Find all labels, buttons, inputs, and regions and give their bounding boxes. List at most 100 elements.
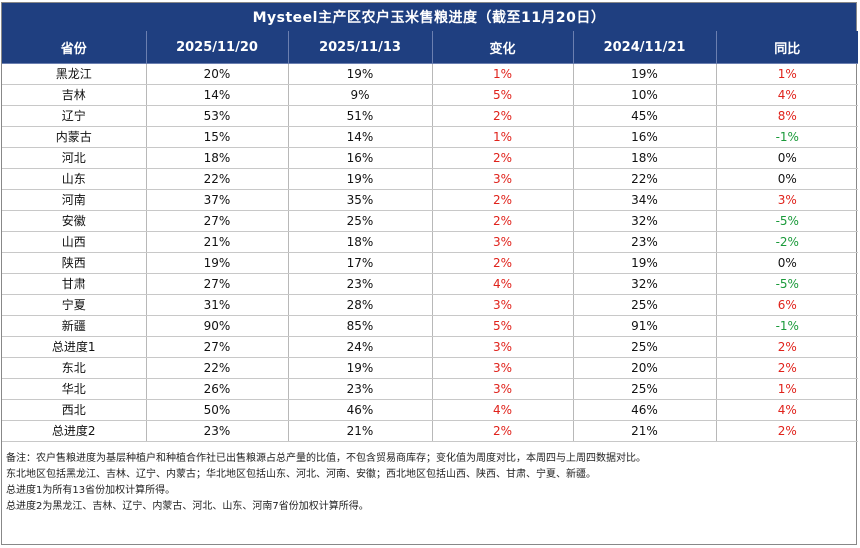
table-row: 吉林 14% 9% 5% 10% 4% <box>2 84 858 106</box>
header-current-week: 2025/11/20 <box>146 31 289 64</box>
cell-current-week: 20% <box>146 63 289 85</box>
cell-change: 2% <box>432 189 574 211</box>
cell-yoy: -5% <box>716 210 858 232</box>
cell-previous-week: 19% <box>288 168 433 190</box>
table-row: 西北 50% 46% 4% 46% 4% <box>2 399 858 421</box>
table-row: 总进度2 23% 21% 2% 21% 2% <box>2 420 858 442</box>
table-row: 河北 18% 16% 2% 18% 0% <box>2 147 858 169</box>
cell-last-year: 32% <box>573 273 717 295</box>
cell-province: 山西 <box>2 231 147 253</box>
cell-last-year: 22% <box>573 168 717 190</box>
cell-previous-week: 17% <box>288 252 433 274</box>
cell-previous-week: 18% <box>288 231 433 253</box>
cell-province: 吉林 <box>2 84 147 106</box>
cell-previous-week: 25% <box>288 210 433 232</box>
table-row: 辽宁 53% 51% 2% 45% 8% <box>2 105 858 127</box>
table-row: 华北 26% 23% 3% 25% 1% <box>2 378 858 400</box>
table-row: 总进度1 27% 24% 3% 25% 2% <box>2 336 858 358</box>
cell-province: 山东 <box>2 168 147 190</box>
footnote-line: 备注：农户售粮进度为基层种植户和种植合作社已出售粮源占总产量的比值，不包含贸易商… <box>6 453 646 464</box>
cell-change: 2% <box>432 420 574 442</box>
cell-last-year: 91% <box>573 315 717 337</box>
header-last-year: 2024/11/21 <box>573 31 717 64</box>
cell-change: 4% <box>432 273 574 295</box>
cell-yoy: 2% <box>716 420 858 442</box>
cell-yoy: 0% <box>716 168 858 190</box>
cell-province: 西北 <box>2 399 147 421</box>
cell-change: 5% <box>432 315 574 337</box>
cell-yoy: -1% <box>716 315 858 337</box>
cell-province: 陕西 <box>2 252 147 274</box>
cell-yoy: 6% <box>716 294 858 316</box>
table-row: 宁夏 31% 28% 3% 25% 6% <box>2 294 858 316</box>
cell-province: 内蒙古 <box>2 126 147 148</box>
cell-yoy: -2% <box>716 231 858 253</box>
table-row: 安徽 27% 25% 2% 32% -5% <box>2 210 858 232</box>
cell-current-week: 22% <box>146 168 289 190</box>
cell-previous-week: 9% <box>288 84 433 106</box>
cell-last-year: 23% <box>573 231 717 253</box>
cell-current-week: 50% <box>146 399 289 421</box>
header-province: 省份 <box>2 31 147 64</box>
footnote-line: 总进度2为黑龙江、吉林、辽宁、内蒙古、河北、山东、河南7省份加权计算所得。 <box>6 501 369 512</box>
cell-current-week: 14% <box>146 84 289 106</box>
cell-last-year: 21% <box>573 420 717 442</box>
cell-yoy: 4% <box>716 84 858 106</box>
cell-previous-week: 28% <box>288 294 433 316</box>
cell-previous-week: 23% <box>288 273 433 295</box>
header-yoy: 同比 <box>716 31 858 64</box>
cell-previous-week: 14% <box>288 126 433 148</box>
table-row: 新疆 90% 85% 5% 91% -1% <box>2 315 858 337</box>
cell-previous-week: 85% <box>288 315 433 337</box>
cell-province: 总进度2 <box>2 420 147 442</box>
cell-previous-week: 46% <box>288 399 433 421</box>
cell-yoy: 1% <box>716 378 858 400</box>
cell-last-year: 19% <box>573 252 717 274</box>
cell-last-year: 34% <box>573 189 717 211</box>
table-body: 黑龙江 20% 19% 1% 19% 1% 吉林 14% 9% 5% 10% 4% 辽宁 53% 51% 2%… <box>2 63 858 442</box>
cell-change: 3% <box>432 231 574 253</box>
cell-change: 3% <box>432 378 574 400</box>
cell-current-week: 18% <box>146 147 289 169</box>
header-previous-week: 2025/11/13 <box>288 31 433 64</box>
cell-province: 黑龙江 <box>2 63 147 85</box>
cell-province: 新疆 <box>2 315 147 337</box>
cell-previous-week: 21% <box>288 420 433 442</box>
cell-last-year: 18% <box>573 147 717 169</box>
cell-yoy: 8% <box>716 105 858 127</box>
cell-province: 宁夏 <box>2 294 147 316</box>
cell-last-year: 25% <box>573 294 717 316</box>
cell-last-year: 10% <box>573 84 717 106</box>
cell-previous-week: 16% <box>288 147 433 169</box>
cell-change: 2% <box>432 147 574 169</box>
header-change: 变化 <box>432 31 574 64</box>
cell-yoy: 3% <box>716 189 858 211</box>
cell-current-week: 27% <box>146 336 289 358</box>
cell-change: 3% <box>432 357 574 379</box>
cell-previous-week: 35% <box>288 189 433 211</box>
cell-previous-week: 51% <box>288 105 433 127</box>
cell-change: 2% <box>432 252 574 274</box>
footnote-line: 总进度1为所有13省份加权计算所得。 <box>6 485 176 496</box>
cell-last-year: 25% <box>573 378 717 400</box>
cell-change: 5% <box>432 84 574 106</box>
cell-yoy: 0% <box>716 252 858 274</box>
sales-progress-table: 省份 2025/11/20 2025/11/13 变化 2024/11/21 同… <box>2 31 858 442</box>
cell-last-year: 32% <box>573 210 717 232</box>
cell-change: 1% <box>432 63 574 85</box>
cell-province: 总进度1 <box>2 336 147 358</box>
cell-previous-week: 23% <box>288 378 433 400</box>
cell-change: 4% <box>432 399 574 421</box>
cell-current-week: 19% <box>146 252 289 274</box>
cell-last-year: 20% <box>573 357 717 379</box>
table-row: 山东 22% 19% 3% 22% 0% <box>2 168 858 190</box>
table-row: 黑龙江 20% 19% 1% 19% 1% <box>2 63 858 85</box>
cell-current-week: 26% <box>146 378 289 400</box>
cell-current-week: 37% <box>146 189 289 211</box>
cell-current-week: 90% <box>146 315 289 337</box>
cell-yoy: -1% <box>716 126 858 148</box>
cell-current-week: 53% <box>146 105 289 127</box>
cell-current-week: 22% <box>146 357 289 379</box>
cell-yoy: 2% <box>716 357 858 379</box>
header-row: 省份 2025/11/20 2025/11/13 变化 2024/11/21 同… <box>2 31 858 64</box>
